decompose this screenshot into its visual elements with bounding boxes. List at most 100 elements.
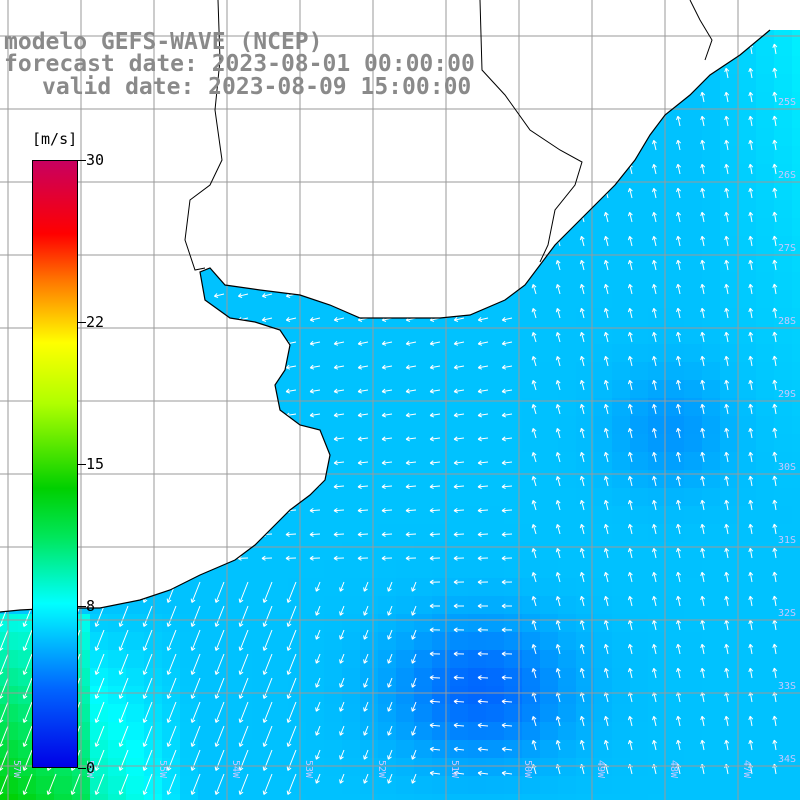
field-cell [720, 38, 739, 57]
field-cell [720, 398, 739, 417]
wind-arrow [334, 221, 345, 227]
field-cell [450, 578, 469, 597]
field-cell [774, 38, 793, 57]
field-cell [774, 200, 793, 219]
field-cell [378, 272, 397, 291]
wind-arrow [501, 340, 513, 346]
wind-arrow [429, 460, 441, 466]
wind-arrow [531, 30, 537, 31]
field-cell [180, 650, 199, 669]
field-cell [774, 128, 793, 147]
wind-arrow [94, 581, 105, 603]
wind-arrow [21, 269, 33, 275]
wind-arrow [286, 581, 297, 603]
wind-arrow [0, 412, 9, 418]
field-cell [324, 236, 343, 255]
wind-arrow [531, 524, 537, 535]
wind-arrow [333, 531, 345, 537]
field-cell [612, 650, 631, 669]
field-cell [216, 488, 235, 507]
wind-arrow [772, 715, 778, 727]
field-cell [324, 560, 343, 579]
wind-arrow [555, 356, 561, 367]
field-cell [666, 596, 685, 615]
field-cell [666, 776, 685, 795]
field-cell [576, 506, 595, 525]
field-cell [630, 56, 649, 75]
wind-arrow [315, 701, 321, 712]
field-cell [558, 74, 577, 93]
wind-arrow [93, 364, 105, 370]
wind-arrow [286, 125, 297, 131]
field-cell [126, 164, 145, 183]
wind-arrow [411, 701, 417, 712]
wind-arrow [748, 523, 754, 535]
wind-arrow [501, 722, 513, 728]
field-cell [792, 236, 800, 255]
wind-arrow [652, 643, 657, 655]
field-cell [252, 416, 271, 435]
field-cell [468, 776, 487, 795]
wind-arrow [748, 739, 754, 751]
field-cell [108, 362, 127, 381]
wind-arrow [142, 197, 153, 203]
field-cell [468, 794, 487, 800]
field-cell [180, 380, 199, 399]
field-cell [450, 182, 469, 201]
field-cell [90, 218, 109, 237]
field-cell [594, 650, 613, 669]
field-cell [342, 290, 361, 309]
wind-arrow [166, 101, 177, 107]
field-cell [504, 110, 523, 129]
wind-arrow [315, 773, 321, 784]
field-cell [666, 326, 685, 345]
field-cell [774, 722, 793, 741]
field-cell [612, 146, 631, 165]
field-cell [774, 650, 793, 669]
wind-arrow [166, 245, 177, 251]
field-cell [216, 182, 235, 201]
field-cell [432, 326, 451, 345]
field-cell [648, 596, 667, 615]
wind-arrow [627, 403, 633, 415]
wind-arrow [190, 221, 201, 227]
field-cell [378, 290, 397, 309]
wind-arrow [502, 197, 513, 203]
wind-arrow [333, 460, 345, 466]
wind-arrow [237, 293, 249, 298]
wind-arrow [772, 595, 778, 607]
wind-arrow [381, 293, 393, 298]
field-cell [666, 308, 685, 327]
wind-arrow [21, 293, 33, 298]
wind-arrow [339, 701, 345, 712]
field-cell [720, 452, 739, 471]
wind-arrow [555, 668, 561, 679]
wind-arrow [652, 379, 657, 391]
field-cell [162, 434, 181, 453]
wind-arrow [387, 725, 393, 736]
field-cell [540, 434, 559, 453]
field-cell [558, 758, 577, 777]
wind-arrow [652, 30, 657, 31]
wind-arrow [358, 173, 369, 179]
field-cell [450, 128, 469, 147]
field-cell [306, 254, 325, 273]
field-cell [558, 434, 577, 453]
wind-arrow [478, 149, 489, 155]
field-cell [144, 380, 163, 399]
field-cell [738, 146, 757, 165]
field-cell [648, 668, 667, 687]
wind-arrow [477, 460, 489, 466]
field-cell [90, 668, 109, 687]
field-cell [198, 434, 217, 453]
field-cell [666, 38, 685, 57]
field-cell [756, 254, 775, 273]
field-cell [270, 632, 289, 651]
wind-arrow [309, 531, 321, 537]
field-cell [198, 452, 217, 471]
wind-arrow [579, 403, 585, 415]
wind-arrow [142, 653, 153, 675]
wind-arrow [700, 259, 706, 271]
field-cell [396, 632, 415, 651]
wind-arrow [627, 451, 633, 463]
